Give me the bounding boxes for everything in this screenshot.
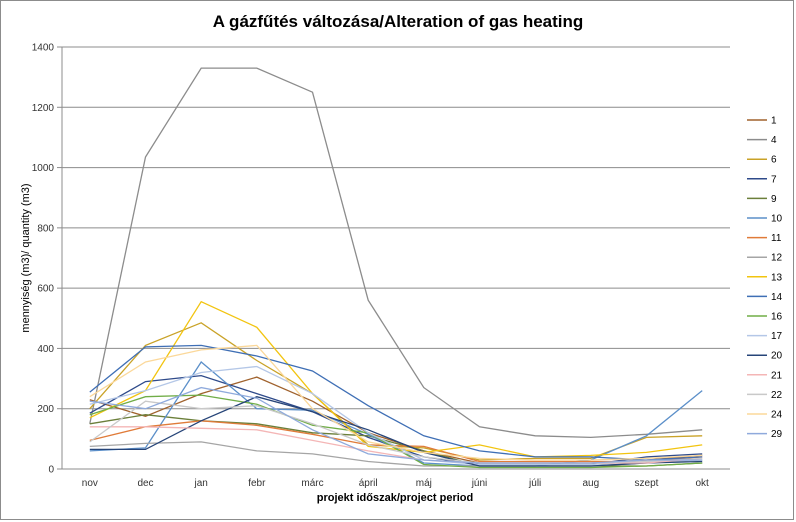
legend-label: 12: [771, 253, 783, 264]
legend-label: 7: [771, 174, 777, 185]
y-tick-label: 600: [37, 284, 54, 295]
legend-label: 6: [771, 155, 777, 166]
legend-item-20: 20: [747, 351, 783, 362]
y-tick-label: 400: [37, 344, 54, 355]
legend-item-14: 14: [747, 292, 783, 303]
legend-label: 21: [771, 370, 783, 381]
legend-item-10: 10: [747, 214, 783, 225]
legend-item-13: 13: [747, 272, 783, 283]
series-line-20: [89, 396, 703, 467]
series-line-14: [89, 344, 703, 461]
series-line-11: [89, 420, 703, 463]
legend-label: 1: [771, 116, 777, 127]
x-tick-label: jan: [193, 478, 207, 489]
legend-item-4: 4: [747, 135, 777, 146]
y-tick-label: 0: [48, 465, 54, 476]
x-tick-label: dec: [137, 478, 153, 489]
series-line-13: [89, 300, 703, 458]
x-tick-label: márc: [301, 478, 323, 489]
legend-item-6: 6: [747, 155, 777, 166]
legend-item-9: 9: [747, 194, 777, 205]
series-lines: [89, 67, 703, 469]
x-tick-label: máj: [416, 478, 432, 489]
y-tick-label: 1200: [32, 103, 55, 114]
x-tick-label: júni: [471, 478, 488, 489]
x-tick-label: júli: [528, 478, 541, 489]
legend-label: 11: [771, 233, 782, 244]
legend-item-29: 29: [747, 429, 783, 440]
y-tick-label: 1000: [32, 163, 55, 174]
legend-label: 4: [771, 135, 777, 146]
legend-label: 29: [771, 429, 783, 440]
x-tick-label: okt: [695, 478, 709, 489]
y-tick-label: 1400: [32, 43, 55, 54]
x-tick-label: febr: [248, 478, 266, 489]
legend-item-16: 16: [747, 312, 783, 323]
legend-label: 17: [771, 331, 783, 342]
legend-label: 20: [771, 351, 783, 362]
legend-item-11: 11: [747, 233, 782, 244]
series-line-4: [89, 67, 703, 439]
series-line-16: [89, 394, 703, 469]
legend-item-24: 24: [747, 410, 783, 421]
x-tick-labels: nov dec jan febr márc ápril máj júni júli aug szep…: [82, 478, 709, 489]
x-axis-label: projekt időszak/project period: [316, 492, 474, 504]
legend-label: 24: [771, 410, 783, 421]
legend-item-21: 21: [747, 370, 783, 381]
legend-label: 13: [771, 272, 783, 283]
legend-label: 14: [771, 292, 783, 303]
y-tick-label: 800: [37, 223, 54, 234]
y-tick-labels: 0 200 400 600 800 1000 1200 1400: [32, 43, 55, 476]
chart-title: A gázfűtés változása/Alteration of gas h…: [212, 12, 584, 31]
legend-label: 10: [771, 214, 783, 225]
legend-item-7: 7: [747, 174, 777, 185]
legend-item-1: 1: [747, 116, 777, 127]
y-tick-label: 200: [37, 404, 54, 415]
legend-label: 22: [771, 390, 783, 401]
series-line-17: [89, 365, 703, 466]
legend-item-22: 22: [747, 390, 783, 401]
series-line-29: [89, 386, 703, 464]
legend-item-12: 12: [747, 253, 783, 264]
legend-item-17: 17: [747, 331, 783, 342]
series-line-24: [89, 344, 703, 461]
x-tick-label: nov: [82, 478, 98, 489]
x-tick-label: aug: [582, 478, 599, 489]
gridlines: [57, 46, 730, 470]
legend-label: 9: [771, 194, 777, 205]
legend-label: 16: [771, 312, 783, 323]
x-tick-label: szept: [635, 478, 659, 489]
x-tick-label: ápril: [359, 478, 378, 489]
